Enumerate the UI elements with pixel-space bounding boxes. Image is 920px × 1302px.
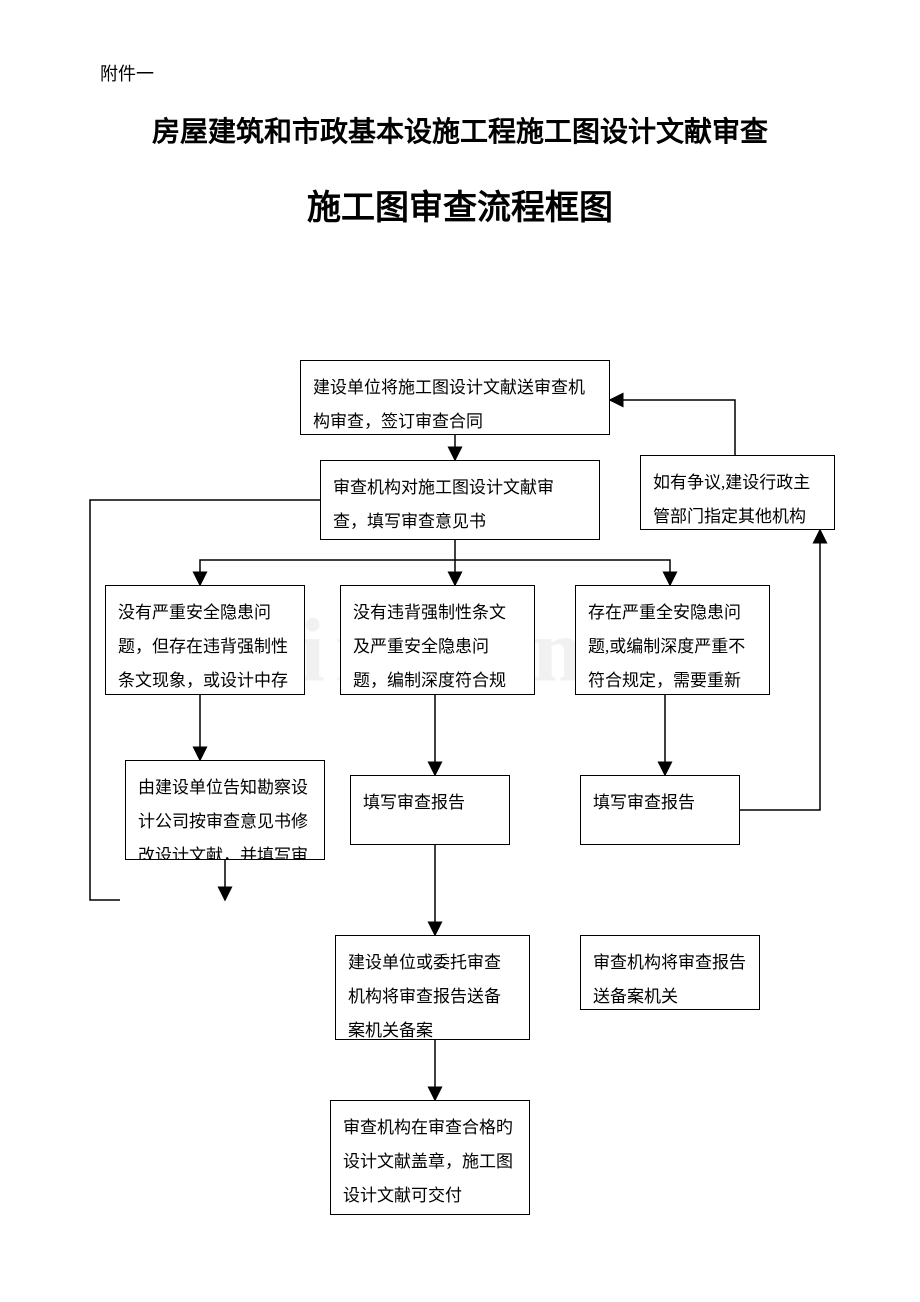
flowchart-node-n5b: 审查机构将审查报告送备案机关: [580, 935, 760, 1010]
flowchart-node-n_right: 如有争议,建设行政主管部门指定其他机构进: [640, 455, 835, 530]
document-title-line2: 施工图审查流程框图: [0, 180, 920, 229]
flowchart-node-n4c: 填写审查报告: [580, 775, 740, 845]
flowchart-node-n3c: 存在严重全安隐患问题,或编制深度严重不符合规定，需要重新设计。: [575, 585, 770, 695]
flowchart-node-n4a: 由建设单位告知勘察设计公司按审查意见书修改设计文献，并填写审查: [125, 760, 325, 860]
flowchart-node-n3a: 没有严重安全隐患问题，但存在违背强制性条文现象，或设计中存在严重保守挥霍现象,: [105, 585, 305, 695]
flowchart-node-n4b: 填写审查报告: [350, 775, 510, 845]
edge-n2-n3a: [200, 560, 455, 585]
flowchart-node-n5a: 建设单位或委托审查机构将审查报告送备案机关备案: [335, 935, 530, 1040]
attachment-label: 附件一: [100, 60, 154, 86]
edge-n_right-n1: [610, 400, 735, 455]
flowchart-node-n6: 审查机构在审查合格旳设计文献盖章，施工图设计文献可交付: [330, 1100, 530, 1215]
document-title-line1: 房屋建筑和市政基本设施工程施工图设计文献审查: [0, 110, 920, 150]
flowchart-node-n1: 建设单位将施工图设计文献送审查机构审查，签订审查合同: [300, 360, 610, 435]
flowchart-node-n3b: 没有违背强制性条文及严重安全隐患问题，编制深度符合规定: [340, 585, 535, 695]
flowchart-node-n2: 审查机构对施工图设计文献审查，填写审查意见书: [320, 460, 600, 540]
edge-n2-n3c: [455, 560, 670, 585]
